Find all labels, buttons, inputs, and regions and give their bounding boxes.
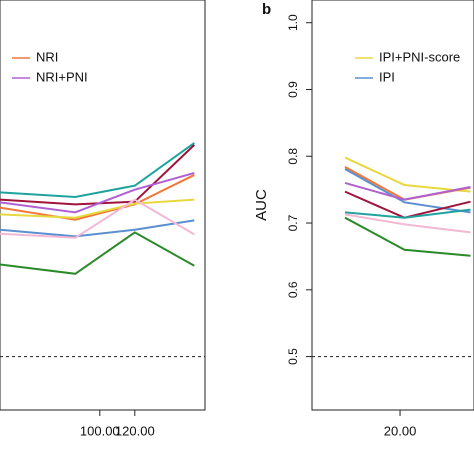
y-tick-label: 1.0 bbox=[286, 14, 300, 31]
series-line bbox=[344, 156, 471, 193]
x-tick-label: 120.00 bbox=[115, 423, 155, 438]
series-line bbox=[0, 171, 195, 214]
panel-label: b bbox=[262, 1, 271, 18]
series-line bbox=[0, 144, 196, 206]
plot-frame bbox=[0, 0, 206, 411]
legend-label: NRI+PNI bbox=[36, 69, 88, 84]
series-line bbox=[0, 142, 195, 198]
series-line bbox=[0, 174, 195, 221]
y-tick-label: 0.8 bbox=[286, 148, 300, 165]
legend-label: IPI bbox=[379, 69, 395, 84]
y-tick-label: 0.7 bbox=[286, 214, 300, 231]
x-tick-label: 20.00 bbox=[384, 423, 417, 438]
series-line bbox=[344, 216, 471, 257]
legend-label: IPI+PNI-score bbox=[379, 49, 460, 64]
series-line bbox=[0, 231, 195, 275]
series-line bbox=[344, 182, 471, 201]
series-line bbox=[344, 208, 471, 219]
plot-frame bbox=[311, 0, 474, 411]
series-line bbox=[0, 198, 195, 239]
series-line bbox=[344, 166, 471, 201]
x-tick-label: 100.00 bbox=[80, 423, 120, 438]
y-axis-label: AUC bbox=[253, 189, 270, 221]
series-line bbox=[0, 198, 195, 219]
series-line bbox=[344, 168, 471, 214]
y-tick-label: 0.6 bbox=[286, 281, 300, 298]
series-line bbox=[344, 213, 471, 234]
legend-label: NRI bbox=[36, 49, 58, 64]
series-line bbox=[0, 219, 195, 238]
y-tick-label: 0.5 bbox=[286, 348, 300, 365]
y-tick-label: 0.9 bbox=[286, 81, 300, 98]
